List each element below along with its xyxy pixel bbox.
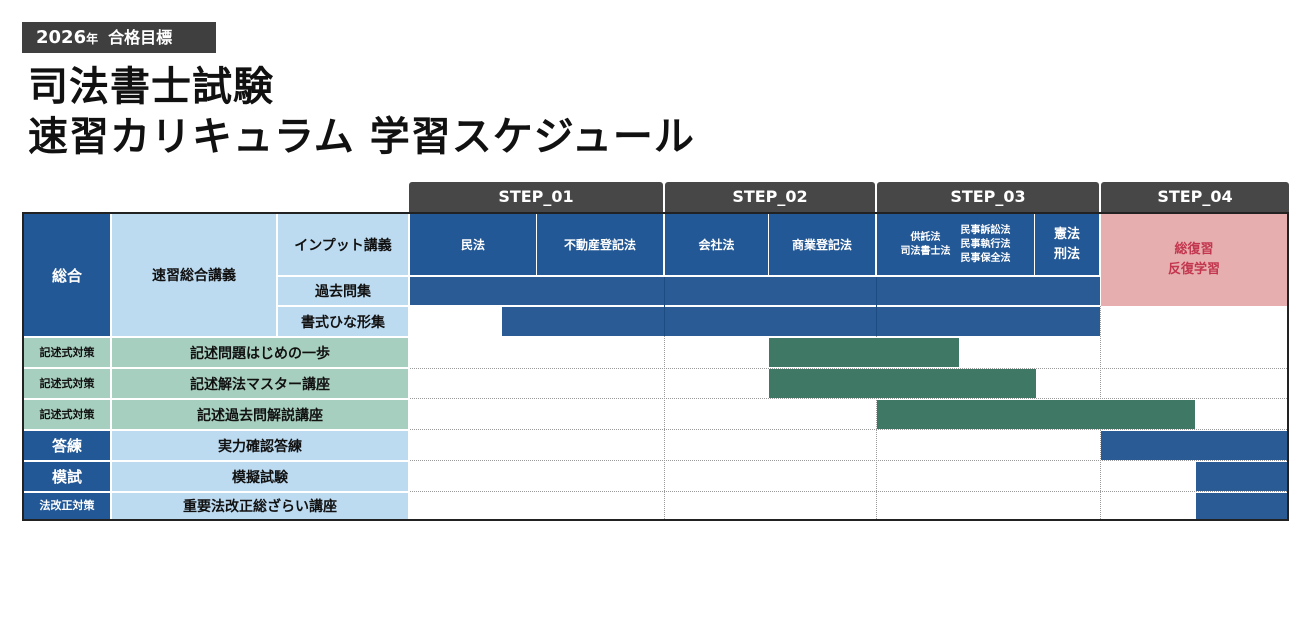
- course-descriptive-first-step: 記述問題はじめの一歩: [112, 338, 408, 367]
- grid-line: [410, 398, 1287, 399]
- step-header-03: STEP_03: [877, 182, 1099, 212]
- bar-skill-check-test: [1101, 431, 1287, 460]
- badge-year: 2026: [36, 27, 87, 48]
- course-descriptive-master: 記述解法マスター講座: [112, 369, 408, 398]
- step-divider: [876, 277, 877, 336]
- review-label-1: 総復習: [1174, 242, 1214, 257]
- category-mock-exam: 模試: [24, 462, 110, 491]
- step-header-01: STEP_01: [409, 182, 663, 212]
- bar-descriptive-master: [769, 369, 1036, 398]
- course-descriptive-past-exam: 記述過去問解説講座: [112, 400, 408, 429]
- page-title-line2: 速習カリキュラム 学習スケジュール: [28, 114, 695, 160]
- course-skill-check-test: 実力確認答練: [112, 431, 408, 460]
- subject-civil-execution: 民事執行法: [960, 238, 1011, 250]
- subject-shiho-shoshi: 司法書士法: [900, 245, 951, 257]
- badge-year-suffix: 年: [86, 32, 99, 46]
- subject-civil-preservation: 民事保全法: [960, 252, 1011, 264]
- grid-line: [876, 306, 877, 519]
- subject-real-estate-registration: 不動産登記法: [537, 214, 663, 275]
- grid-line: [410, 429, 1287, 430]
- subject-kyotaku: 供託法: [910, 231, 941, 243]
- review-label-2: 反復学習: [1167, 262, 1220, 277]
- review-block: 総復習 反復学習: [1101, 214, 1287, 306]
- category-descriptive-1: 記述式対策: [24, 338, 110, 367]
- course-mock-exam: 模擬試験: [112, 462, 408, 491]
- bar-descriptive-past-exam: [877, 400, 1195, 429]
- grid-line: [410, 491, 1287, 492]
- subject-group-step03: 供託法 司法書士法 民事訴訟法 民事執行法 民事保全法: [877, 214, 1034, 275]
- bar-descriptive-first-step: [769, 338, 959, 367]
- course-general-comprehensive: 速習総合講義: [112, 214, 276, 336]
- subject-commercial-registration: 商業登記法: [769, 214, 875, 275]
- step-header-02: STEP_02: [665, 182, 875, 212]
- grid-line: [664, 306, 665, 519]
- bar-past-questions: [410, 277, 1100, 305]
- course-law-revision-review: 重要法改正総ざらい講座: [112, 493, 408, 519]
- grid-line: [410, 368, 1287, 369]
- category-descriptive-2: 記述式対策: [24, 369, 110, 398]
- category-descriptive-3: 記述式対策: [24, 400, 110, 429]
- subject-minpo: 民法: [410, 214, 536, 275]
- step-header-04: STEP_04: [1101, 182, 1289, 212]
- subject-group-constitution: 憲法 刑法: [1035, 214, 1099, 275]
- schedule-table: 総合 速習総合講義 インプット講義 過去問集 書式ひな形集 民法 不動産登記法 …: [22, 212, 1289, 521]
- category-law-revision: 法改正対策: [24, 493, 110, 519]
- bar-mock-exam: [1196, 462, 1287, 491]
- subject-keiho: 刑法: [1053, 246, 1080, 262]
- page-title-line1: 司法書士試験: [28, 64, 274, 110]
- target-year-badge: 2026年 合格目標: [22, 22, 216, 53]
- subject-company-law: 会社法: [665, 214, 768, 275]
- grid-line: [410, 460, 1287, 461]
- sub-past-questions: 過去問集: [278, 277, 408, 305]
- subject-group-civil-procedure: 民事訴訟法 民事執行法 民事保全法: [961, 224, 1011, 266]
- badge-goal: 合格目標: [108, 28, 173, 47]
- bar-law-revision-review: [1196, 493, 1287, 519]
- category-practice-test: 答練: [24, 431, 110, 460]
- step-divider: [664, 277, 665, 336]
- subject-group-deposit: 供託法 司法書士法: [901, 231, 951, 259]
- bar-template-collection: [502, 307, 1100, 336]
- category-general: 総合: [24, 214, 110, 336]
- sub-template-collection: 書式ひな形集: [278, 307, 408, 336]
- subject-kenpo: 憲法: [1053, 226, 1080, 242]
- subject-civil-procedure: 民事訴訟法: [960, 224, 1011, 236]
- sub-input-lecture: インプット講義: [278, 214, 408, 275]
